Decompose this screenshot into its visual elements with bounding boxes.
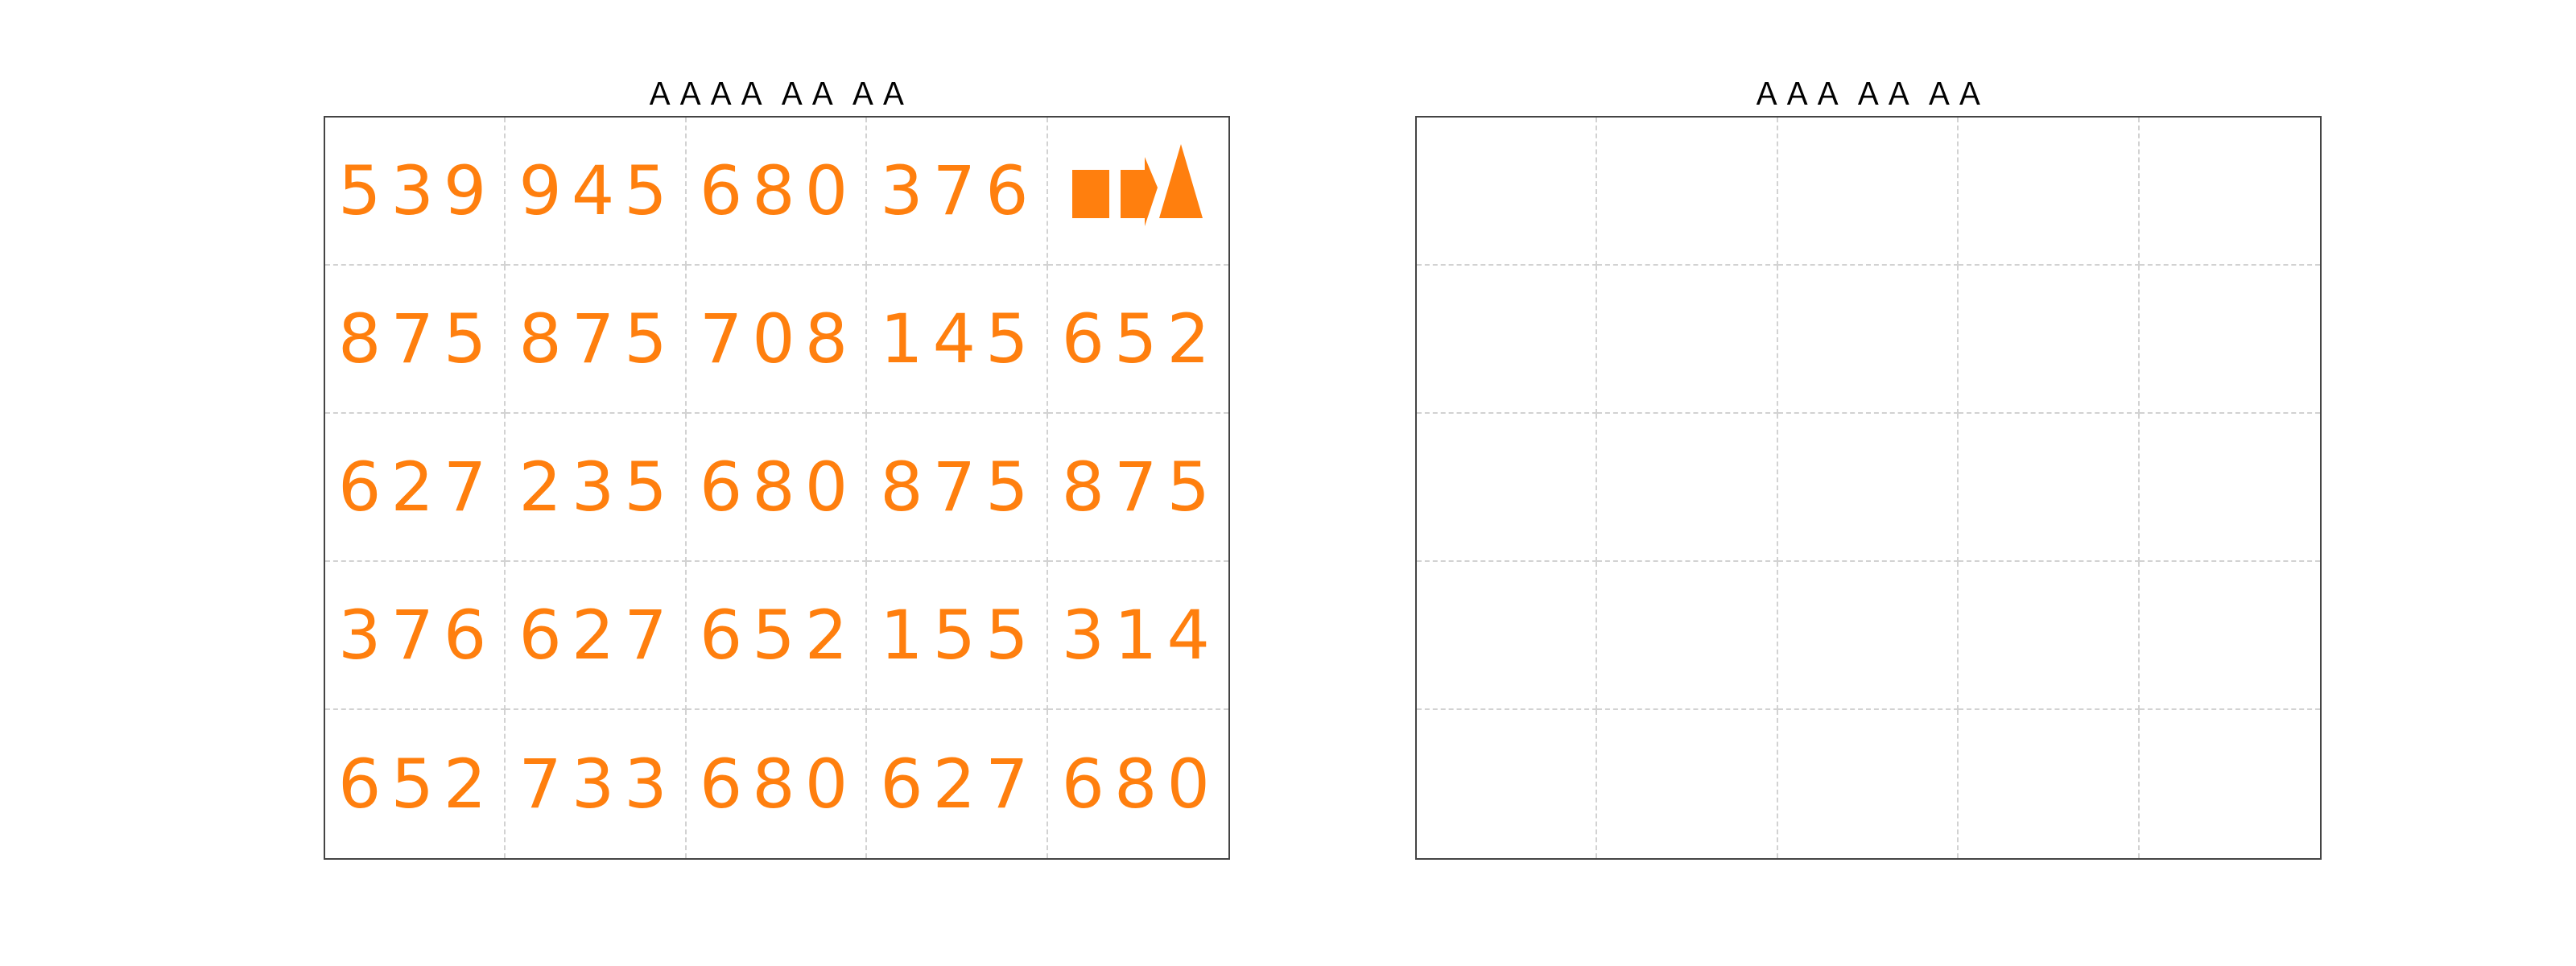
answer-cell-r4-c0[interactable] [1417, 710, 1598, 858]
cell-number: 945 [518, 151, 677, 230]
cell-number: 875 [518, 299, 677, 378]
cell-number: 652 [338, 745, 497, 824]
answer-cell-r4-c3[interactable] [1959, 710, 2140, 858]
answer-cell-r1-c2[interactable] [1777, 266, 1959, 414]
cell-number: 708 [699, 299, 858, 378]
answer-cell-r3-c2[interactable] [1777, 562, 1959, 710]
answer-cell-r0-c0[interactable] [1417, 118, 1598, 266]
answer-cell-r2-c3[interactable] [1959, 414, 2140, 562]
cell-number: 652 [1061, 299, 1220, 378]
answer-cell-r3-c1[interactable] [1597, 562, 1778, 710]
grid-cell-r1-c3[interactable]: 145 [867, 266, 1048, 414]
answer-cell-r2-c1[interactable] [1597, 414, 1778, 562]
answer-cell-r0-c2[interactable] [1777, 118, 1959, 266]
grid-cell-r4-c2[interactable]: 680 [687, 710, 868, 858]
grid-cell-r3-c1[interactable]: 627 [506, 562, 687, 710]
left-panel-title: ＡＡＡＡ ＡＡ ＡＡ [644, 76, 910, 112]
cell-number: 733 [518, 745, 677, 824]
grid-cell-r3-c0[interactable]: 376 [325, 562, 506, 710]
grid-cell-r2-c1[interactable]: 235 [506, 414, 687, 562]
grid-cell-r2-c4[interactable]: 875 [1047, 414, 1228, 562]
grid-cell-r3-c4[interactable]: 314 [1047, 562, 1228, 710]
cell-number: 875 [880, 448, 1038, 526]
answer-cell-r4-c4[interactable] [2140, 710, 2320, 858]
cell-number: 145 [880, 299, 1038, 378]
grid-cell-r3-c2[interactable]: 652 [686, 562, 868, 710]
cell-number: 680 [1061, 745, 1220, 824]
grid-cell-r0-c1[interactable]: 945 [506, 118, 687, 266]
grid-cell-r1-c4[interactable]: 652 [1047, 266, 1228, 414]
cell-number: 875 [338, 299, 497, 378]
answer-cell-r1-c4[interactable] [2139, 266, 2320, 414]
answer-cell-r0-c1[interactable] [1597, 118, 1778, 266]
memory-grid-numbers: 539 945 680 376 875 875 708 145 652 627 235 680 875 8… [324, 116, 1230, 860]
square-icon [1071, 170, 1109, 218]
arrow-right-icon [1120, 157, 1158, 226]
grid-cell-r2-c3[interactable]: 875 [867, 414, 1048, 562]
cell-number: 314 [1061, 596, 1220, 675]
answer-cell-r2-c4[interactable] [2139, 414, 2320, 562]
grid-cell-r1-c0[interactable]: 875 [325, 266, 506, 414]
cell-number: 539 [338, 151, 497, 230]
answer-cell-r2-c2[interactable] [1777, 414, 1959, 562]
answer-cell-r1-c3[interactable] [1959, 266, 2140, 414]
grid-cell-r3-c3[interactable]: 155 [867, 562, 1048, 710]
answer-cell-r0-c4[interactable] [2139, 118, 2320, 266]
answer-cell-r4-c1[interactable] [1597, 710, 1778, 858]
symbol-group [1066, 142, 1211, 239]
answer-cell-r0-c3[interactable] [1959, 118, 2140, 266]
answer-cell-r3-c0[interactable] [1417, 562, 1598, 710]
cell-number: 376 [880, 151, 1038, 230]
answer-cell-r2-c0[interactable] [1417, 414, 1598, 562]
cell-number: 680 [699, 448, 858, 526]
grid-cell-r0-c0[interactable]: 539 [325, 118, 506, 266]
cell-number: 627 [880, 745, 1038, 824]
grid-cell-r0-c2[interactable]: 680 [686, 118, 868, 266]
answer-cell-r1-c1[interactable] [1597, 266, 1778, 414]
answer-cell-r4-c2[interactable] [1778, 710, 1959, 858]
grid-cell-r1-c2[interactable]: 708 [686, 266, 868, 414]
cell-number: 680 [699, 151, 858, 230]
answer-cell-r3-c3[interactable] [1959, 562, 2140, 710]
grid-cell-r4-c0[interactable]: 652 [325, 710, 506, 858]
cell-number: 235 [518, 448, 677, 526]
grid-cell-r1-c1[interactable]: 875 [506, 266, 687, 414]
answer-cell-r3-c4[interactable] [2139, 562, 2320, 710]
grid-cell-r4-c4[interactable]: 680 [1048, 710, 1228, 858]
grid-cell-r0-c3[interactable]: 376 [867, 118, 1048, 266]
cell-number: 155 [880, 596, 1038, 675]
cell-number: 652 [699, 596, 858, 675]
cell-number: 680 [699, 745, 858, 824]
triangle-icon [1158, 144, 1203, 218]
cell-number: 875 [1061, 448, 1220, 526]
grid-cell-r4-c3[interactable]: 627 [867, 710, 1048, 858]
grid-cell-r0-c4[interactable] [1047, 118, 1228, 266]
answer-cell-r1-c0[interactable] [1417, 266, 1598, 414]
grid-cell-r2-c2[interactable]: 680 [686, 414, 868, 562]
grid-cell-r4-c1[interactable]: 733 [506, 710, 687, 858]
grid-cell-r2-c0[interactable]: 627 [325, 414, 506, 562]
right-panel-title: ＡＡＡ ＡＡ ＡＡ [1751, 76, 1986, 112]
answer-grid-empty [1415, 116, 2322, 860]
cell-number: 627 [518, 596, 677, 675]
cell-number: 627 [338, 448, 497, 526]
cell-number: 376 [338, 596, 497, 675]
